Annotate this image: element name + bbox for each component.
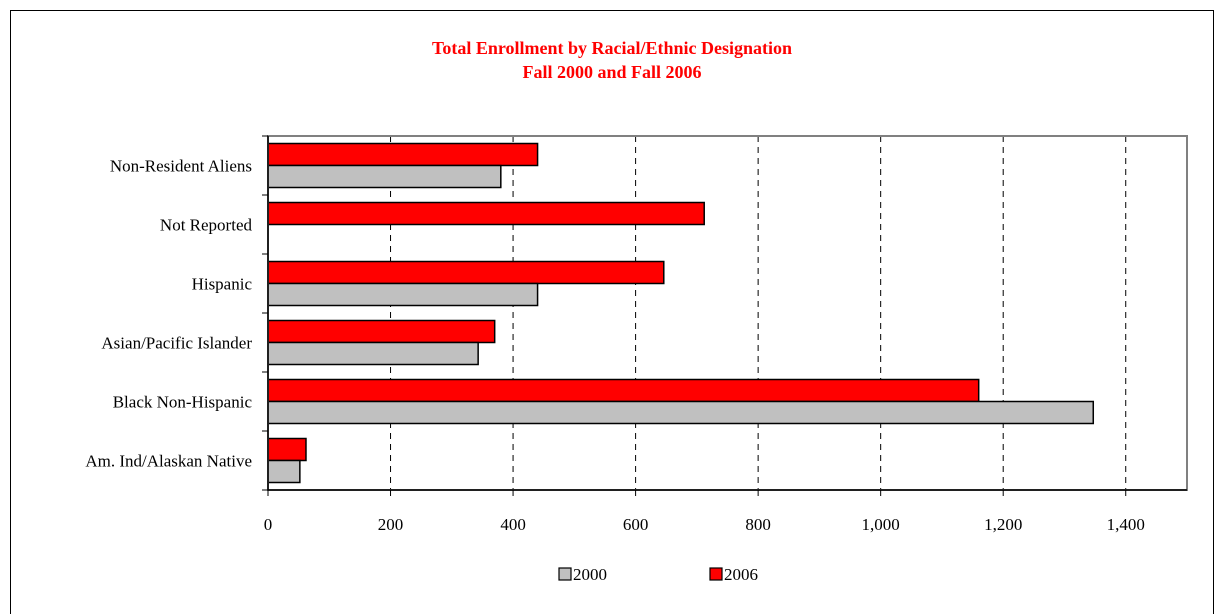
legend-label: 2000 xyxy=(573,565,607,584)
chart-subtitle: Fall 2000 and Fall 2006 xyxy=(522,62,702,82)
chart-title: Total Enrollment by Racial/Ethnic Design… xyxy=(431,38,793,58)
axes xyxy=(262,135,1188,496)
x-tick-label: 1,000 xyxy=(862,515,900,534)
bar-2006 xyxy=(267,437,307,462)
bars xyxy=(267,142,1095,484)
bar-2000 xyxy=(267,282,539,307)
category-label: Hispanic xyxy=(192,275,253,294)
bar-2000 xyxy=(267,341,479,366)
chart-title-block: Total Enrollment by Racial/Ethnic Design… xyxy=(0,36,1224,84)
legend-swatch xyxy=(709,567,723,581)
x-tick-label: 1,400 xyxy=(1107,515,1145,534)
bar-2006 xyxy=(267,142,539,167)
labels: Non-Resident Aliens Not Reported Hispanic A… xyxy=(85,157,1145,535)
bar-2000 xyxy=(267,400,1095,425)
legend: 2000 2006 xyxy=(558,565,758,584)
x-tick-label: 400 xyxy=(500,515,526,534)
x-tick-label: 200 xyxy=(378,515,404,534)
bar-2006 xyxy=(267,260,665,285)
legend-swatch xyxy=(558,567,572,581)
x-tick-label: 600 xyxy=(623,515,649,534)
plot-area-border xyxy=(267,135,1188,491)
category-label: Asian/Pacific Islander xyxy=(101,334,252,353)
bar-2000 xyxy=(267,459,301,484)
bar-2006 xyxy=(267,378,980,403)
gridlines xyxy=(390,136,1127,490)
x-tick-label: 800 xyxy=(745,515,771,534)
category-label: Non-Resident Aliens xyxy=(110,157,252,176)
category-label: Not Reported xyxy=(160,216,253,235)
bar-2006 xyxy=(267,319,496,344)
x-tick-label: 0 xyxy=(264,515,273,534)
bar-2006 xyxy=(267,201,705,226)
bar-2000 xyxy=(267,164,502,189)
x-tick-label: 1,200 xyxy=(984,515,1022,534)
category-label: Am. Ind/Alaskan Native xyxy=(85,452,252,471)
chart-frame xyxy=(10,10,1214,614)
category-label: Black Non-Hispanic xyxy=(113,393,253,412)
legend-label: 2006 xyxy=(724,565,758,584)
